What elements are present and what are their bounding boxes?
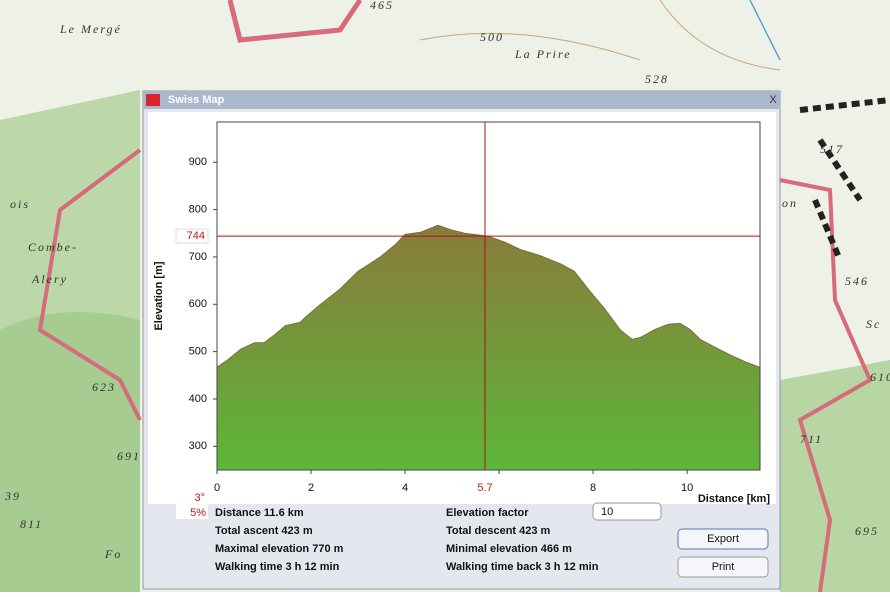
map-label: Le Mergé: [59, 22, 122, 36]
crosshair-slope: 5%: [190, 507, 206, 519]
x-tick-label: 4: [402, 482, 408, 494]
elevation-chart: 3004005006007008009000246810Distance [km…: [153, 121, 770, 519]
stat-text: Elevation factor: [446, 507, 529, 519]
map-label: 623: [92, 380, 116, 394]
plot-frame: [216, 121, 761, 471]
map-label: 500: [480, 30, 504, 44]
map-label: 517: [820, 142, 844, 156]
map-label: 610: [870, 370, 890, 384]
map-label: on: [782, 196, 798, 210]
map-label: Combe-: [28, 240, 78, 254]
map-label: Fo: [104, 547, 122, 561]
print-button[interactable]: [677, 556, 769, 578]
stat-text: Maximal elevation 770 m: [215, 543, 344, 555]
map-label: 695: [855, 524, 879, 538]
map-label: Sc: [866, 317, 881, 331]
app-icon: [146, 94, 160, 106]
x-tick-label: 0: [214, 482, 220, 494]
window-title: Swiss Map: [168, 94, 225, 106]
map-label: 39: [4, 489, 21, 503]
map-label: 528: [645, 72, 669, 86]
close-button[interactable]: X: [769, 94, 777, 106]
x-axis-label: Distance [km]: [698, 493, 770, 505]
stat-text: Total ascent 423 m: [215, 525, 313, 537]
export-label: Export: [707, 533, 739, 545]
map-label: La Prire: [514, 47, 572, 61]
y-tick-label: 500: [189, 346, 207, 358]
distance-box: [466, 481, 505, 495]
crosshair-distance: 5.7: [477, 482, 492, 494]
elevation-factor-value: 10: [601, 506, 613, 518]
y-axis-label: Elevation [m]: [153, 261, 165, 330]
x-tick-label: 2: [308, 482, 314, 494]
crosshair-elevation: 744: [187, 230, 205, 242]
y-tick-label: 800: [189, 203, 207, 215]
crosshair-angle: 3°: [194, 492, 205, 504]
x-tick-label: 8: [590, 482, 596, 494]
map-label: 811: [20, 517, 43, 531]
y-tick-label: 400: [189, 393, 207, 405]
y-tick-label: 300: [189, 440, 207, 452]
dialog: Swiss Map X 3004005006007008009000246810…: [142, 90, 781, 590]
slope-box: [176, 491, 208, 519]
stat-text: Total descent 423 m: [446, 525, 551, 537]
elevation-area: [216, 224, 761, 471]
stat-text: Walking time 3 h 12 min: [215, 561, 340, 573]
elevation-box: [175, 228, 209, 244]
map-label: Alery: [31, 272, 68, 286]
export-button[interactable]: [677, 528, 769, 550]
map-label: 711: [800, 432, 823, 446]
map-label: 465: [370, 0, 394, 12]
stat-text: Minimal elevation 466 m: [446, 543, 572, 555]
stat-text: Walking time back 3 h 12 min: [446, 561, 599, 573]
y-tick-label: 900: [189, 156, 207, 168]
y-tick-label: 600: [189, 298, 207, 310]
map-label: 546: [845, 274, 869, 288]
elevation-factor-spinner[interactable]: [592, 502, 662, 521]
x-tick-label: 10: [681, 482, 693, 494]
map-label: ois: [10, 197, 30, 211]
map-label: 691: [117, 449, 141, 463]
y-tick-label: 700: [189, 251, 207, 263]
print-label: Print: [712, 561, 735, 573]
stat-text: Distance 11.6 km: [215, 507, 304, 519]
